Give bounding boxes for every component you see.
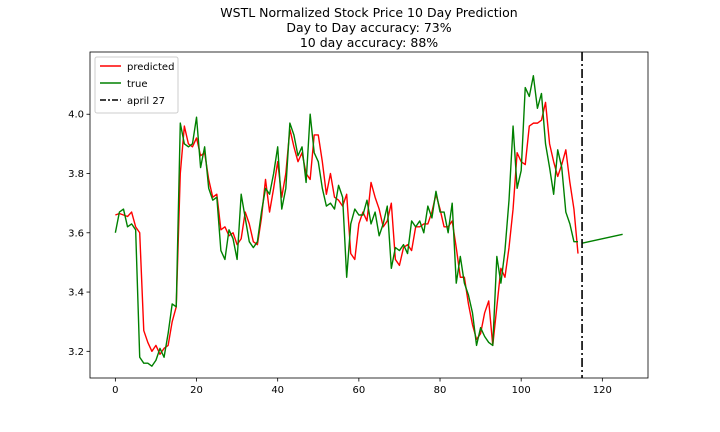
x-tick-label: 120	[593, 385, 612, 396]
legend-box	[94, 56, 179, 114]
x-tick-label: 40	[271, 385, 284, 396]
x-tick-label: 100	[512, 385, 531, 396]
chart-subtitle-day-accuracy: Day to Day accuracy: 73%	[286, 20, 452, 35]
legend-label-predicted: predicted	[127, 62, 174, 73]
y-tick-label: 3.8	[68, 169, 84, 180]
x-tick-label: 60	[352, 385, 365, 396]
y-tick-label: 4.0	[68, 110, 84, 121]
chart-title: WSTL Normalized Stock Price 10 Day Predi…	[220, 5, 518, 20]
y-tick-label: 3.2	[68, 347, 84, 358]
y-tick-label: 3.6	[68, 228, 84, 239]
x-tick-label: 0	[112, 385, 118, 396]
axes-frame	[89, 51, 649, 379]
x-tick-label: 20	[190, 385, 203, 396]
chart-subtitle-10day-accuracy: 10 day accuracy: 88%	[299, 35, 439, 50]
predicted-series-line	[115, 101, 579, 355]
true-series-line	[114, 75, 578, 367]
x-tick-label: 80	[434, 385, 447, 396]
true-forecast-segment-line	[581, 233, 623, 244]
y-tick-label: 3.4	[68, 288, 84, 299]
legend-label-true: true	[127, 79, 148, 90]
legend-label-april-27: april 27	[127, 96, 165, 107]
